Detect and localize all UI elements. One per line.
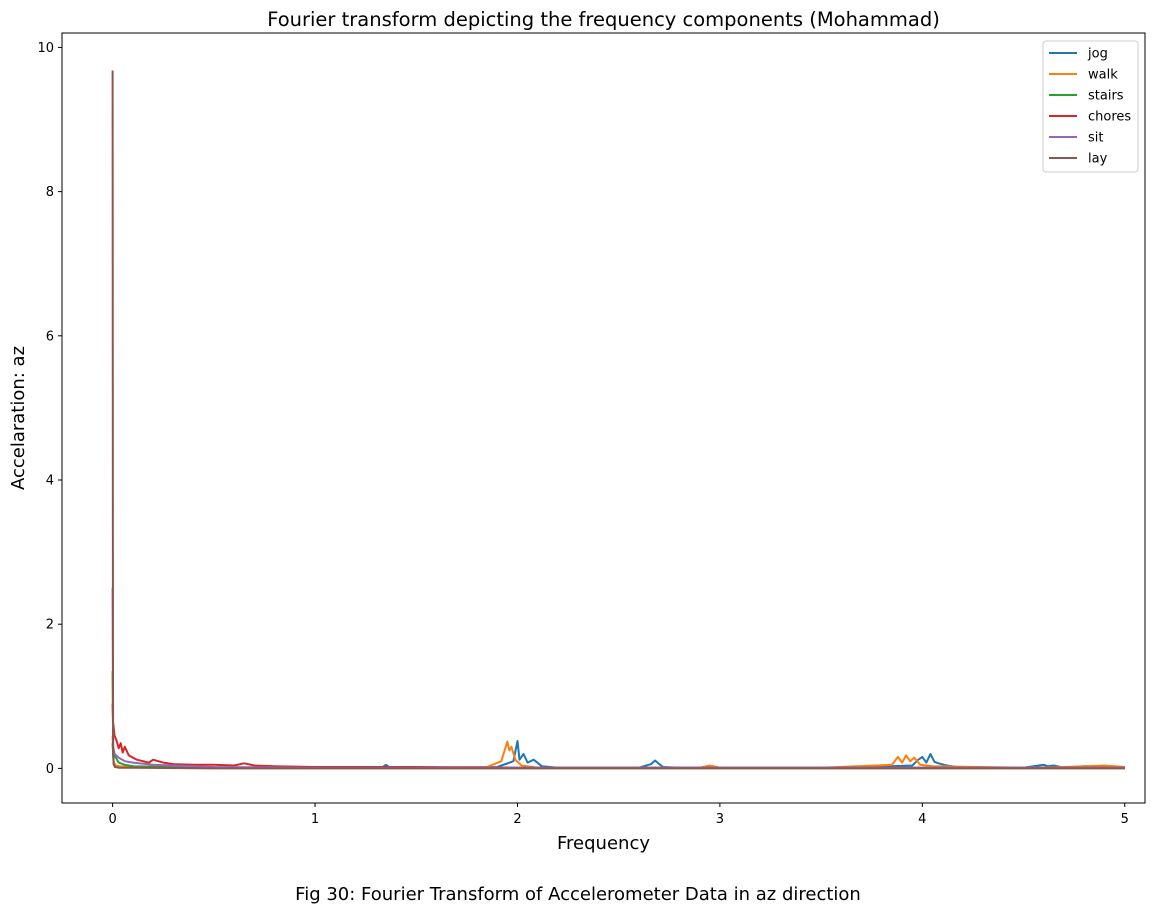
legend-label: jog — [1087, 47, 1108, 62]
x-axis: 0 1 2 3 4 5 — [108, 803, 1129, 827]
series-line-2 — [111, 735, 1125, 769]
series-line-1 — [111, 740, 1125, 769]
y-tick-label: 2 — [46, 618, 54, 633]
x-tick-label: 3 — [716, 812, 724, 827]
y-axis-label: Accelaration: az — [8, 346, 29, 490]
legend-label: walk — [1088, 68, 1118, 83]
chart-title: Fourier transform depicting the frequenc… — [267, 8, 940, 31]
y-tick-label: 0 — [46, 762, 54, 777]
legend-label: sit — [1088, 131, 1103, 146]
legend-label: chores — [1088, 110, 1131, 125]
y-tick-label: 8 — [46, 185, 54, 200]
x-tick-label: 0 — [108, 812, 116, 827]
x-tick-label: 5 — [1121, 812, 1129, 827]
y-tick-label: 6 — [46, 329, 54, 344]
series-line-5 — [111, 588, 1125, 769]
chart: Fourier transform depicting the frequenc… — [8, 8, 1146, 854]
x-axis-label: Frequency — [557, 833, 650, 854]
series-layer — [111, 70, 1125, 770]
x-tick-label: 1 — [311, 812, 319, 827]
x-tick-label: 4 — [918, 812, 926, 827]
legend: jog walk stairs chores sit lay — [1042, 40, 1139, 173]
figure-caption: Fig 30: Fourier Transform of Acceleromet… — [295, 884, 861, 905]
series-line-6 — [111, 70, 1125, 770]
legend-label: lay — [1088, 152, 1108, 167]
y-tick-label: 4 — [46, 474, 54, 489]
y-tick-label: 10 — [37, 41, 54, 56]
series-line-3 — [111, 671, 1125, 769]
y-axis: 0 2 4 6 8 10 — [37, 41, 62, 777]
series-line-4 — [111, 703, 1125, 769]
plot-frame — [61, 32, 1146, 804]
legend-label: stairs — [1088, 89, 1124, 104]
x-tick-label: 2 — [513, 812, 521, 827]
